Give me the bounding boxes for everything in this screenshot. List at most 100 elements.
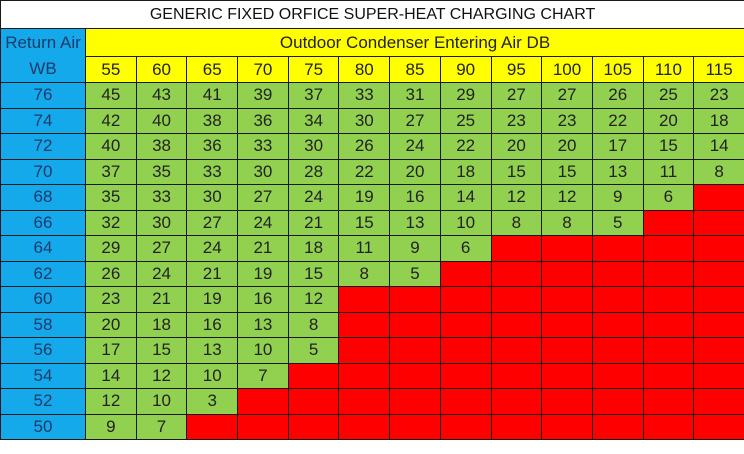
no-value-cell: [338, 388, 391, 415]
column-tick-60: 60: [135, 56, 188, 83]
no-value-cell: [338, 413, 391, 440]
no-value-cell: [591, 413, 644, 440]
value-cell: 10: [439, 209, 492, 236]
value-cell: 11: [338, 235, 391, 262]
table-row: 56 17 15 13 10 5: [0, 337, 744, 364]
no-value-cell: [591, 362, 644, 389]
value-cell: 11: [642, 158, 695, 185]
value-cell: 27: [541, 82, 593, 109]
value-cell: 41: [186, 82, 239, 109]
value-cell: 31: [389, 82, 441, 109]
table-row: 66 32 30 27 24 21 15 13 10 8 8 5: [0, 209, 744, 236]
no-value-cell: [287, 388, 340, 415]
value-cell: 22: [338, 158, 391, 185]
value-cell: 26: [338, 133, 391, 160]
value-cell: 23: [85, 286, 137, 313]
value-cell: 33: [186, 158, 239, 185]
column-tick-110: 110: [642, 56, 695, 83]
no-value-cell: [439, 260, 492, 287]
no-value-cell: [693, 362, 744, 389]
no-value-cell: [693, 260, 744, 287]
value-cell: 20: [490, 133, 543, 160]
value-cell: 19: [237, 260, 289, 287]
no-value-cell: [693, 337, 744, 364]
value-cell: 8: [490, 209, 543, 236]
value-cell: 21: [135, 286, 188, 313]
value-cell: 27: [237, 184, 289, 211]
value-cell: 22: [439, 133, 492, 160]
no-value-cell: [591, 311, 644, 338]
value-cell: 21: [287, 209, 340, 236]
no-value-cell: [541, 311, 593, 338]
row-tick-62: 62: [0, 260, 86, 287]
no-value-cell: [389, 286, 441, 313]
value-cell: 37: [287, 82, 340, 109]
table-row: 58 20 18 16 13 8: [0, 311, 744, 338]
value-cell: 17: [591, 133, 644, 160]
no-value-cell: [642, 388, 695, 415]
no-value-cell: [338, 286, 391, 313]
value-cell: 12: [490, 184, 543, 211]
table-row: 72 40 38 36 33 30 26 24 22 20 20 17 15 14: [0, 133, 744, 160]
no-value-cell: [541, 235, 593, 262]
value-cell: 23: [490, 107, 543, 134]
value-cell: 19: [186, 286, 239, 313]
value-cell: 24: [186, 235, 239, 262]
value-cell: 43: [135, 82, 188, 109]
value-cell: 21: [237, 235, 289, 262]
no-value-cell: [693, 286, 744, 313]
value-cell: 14: [85, 362, 137, 389]
value-cell: 13: [591, 158, 644, 185]
value-cell: 20: [389, 158, 441, 185]
no-value-cell: [186, 413, 239, 440]
value-cell: 8: [287, 311, 340, 338]
value-cell: 24: [135, 260, 188, 287]
value-cell: 18: [135, 311, 188, 338]
table-row: 64 29 27 24 21 18 11 9 6: [0, 235, 744, 262]
value-cell: 27: [186, 209, 239, 236]
column-tick-65: 65: [186, 56, 239, 83]
value-cell: 18: [287, 235, 340, 262]
table-row: 50 9 7: [0, 413, 744, 440]
column-tick-75: 75: [287, 56, 340, 83]
no-value-cell: [287, 413, 340, 440]
no-value-cell: [693, 209, 744, 236]
value-cell: 32: [85, 209, 137, 236]
value-cell: 30: [135, 209, 188, 236]
column-tick-80: 80: [338, 56, 391, 83]
no-value-cell: [642, 286, 695, 313]
value-cell: 30: [287, 133, 340, 160]
no-value-cell: [490, 388, 543, 415]
value-cell: 14: [693, 133, 744, 160]
row-header-label: Return Air WB: [0, 28, 86, 83]
value-cell: 17: [85, 337, 137, 364]
value-cell: 29: [85, 235, 137, 262]
no-value-cell: [439, 311, 492, 338]
value-cell: 12: [541, 184, 593, 211]
no-value-cell: [591, 260, 644, 287]
value-cell: 30: [186, 184, 239, 211]
value-cell: 40: [135, 107, 188, 134]
row-tick-66: 66: [0, 209, 86, 236]
no-value-cell: [642, 362, 695, 389]
value-cell: 42: [85, 107, 137, 134]
row-tick-68: 68: [0, 184, 86, 211]
no-value-cell: [693, 311, 744, 338]
row-tick-52: 52: [0, 388, 86, 415]
no-value-cell: [338, 362, 391, 389]
value-cell: 25: [642, 82, 695, 109]
table-row: 68 35 33 30 27 24 19 16 14 12 12 9 6: [0, 184, 744, 211]
value-cell: 33: [338, 82, 391, 109]
value-cell: 16: [186, 311, 239, 338]
value-cell: 14: [439, 184, 492, 211]
value-cell: 36: [186, 133, 239, 160]
value-cell: 19: [338, 184, 391, 211]
value-cell: 15: [541, 158, 593, 185]
row-tick-54: 54: [0, 362, 86, 389]
no-value-cell: [591, 337, 644, 364]
column-tick-100: 100: [541, 56, 593, 83]
value-cell: 3: [186, 388, 239, 415]
column-tick-115: 115: [693, 56, 744, 83]
no-value-cell: [439, 362, 492, 389]
